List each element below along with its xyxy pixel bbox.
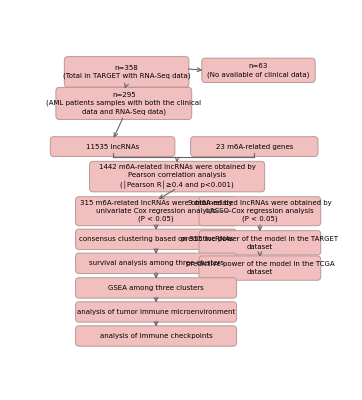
Text: analysis of tumor immune microenvironment: analysis of tumor immune microenvironmen… <box>77 309 235 315</box>
FancyBboxPatch shape <box>76 302 237 322</box>
FancyBboxPatch shape <box>199 197 321 226</box>
FancyBboxPatch shape <box>56 88 192 120</box>
FancyBboxPatch shape <box>50 137 175 156</box>
FancyBboxPatch shape <box>76 278 237 298</box>
Text: predictive power of the model in the TCGA
dataset: predictive power of the model in the TCG… <box>186 261 334 275</box>
Text: n=295
(AML patients samples with both the clinical
data and RNA-Seq data): n=295 (AML patients samples with both th… <box>46 92 201 115</box>
Text: 9 m6A-related lncRNAs were obtained by
LASSO-Cox regression analysis
(P < 0.05): 9 m6A-related lncRNAs were obtained by L… <box>188 200 332 222</box>
Text: n=63
(No available of clinical data): n=63 (No available of clinical data) <box>207 63 310 78</box>
Text: analysis of immune checkpoints: analysis of immune checkpoints <box>100 333 212 339</box>
FancyBboxPatch shape <box>89 161 265 192</box>
Text: n=358
(Total in TARGET with RNA-Seq data): n=358 (Total in TARGET with RNA-Seq data… <box>63 65 190 79</box>
FancyBboxPatch shape <box>199 256 321 280</box>
Text: survival analysis among three clusters: survival analysis among three clusters <box>89 260 224 266</box>
Text: 315 m6A-related lncRNAs were obtained by
univariate Cox regression analysis
(P <: 315 m6A-related lncRNAs were obtained by… <box>80 200 232 222</box>
Text: predictive power of the model in the TARGET
dataset: predictive power of the model in the TAR… <box>181 236 338 250</box>
FancyBboxPatch shape <box>190 137 318 156</box>
FancyBboxPatch shape <box>64 57 189 87</box>
Text: consensus clustering based on 315 lncRNAs: consensus clustering based on 315 lncRNA… <box>79 236 233 242</box>
Text: GSEA among three clusters: GSEA among three clusters <box>108 285 204 291</box>
FancyBboxPatch shape <box>76 253 237 274</box>
Text: 23 m6A-related genes: 23 m6A-related genes <box>216 144 293 150</box>
FancyBboxPatch shape <box>202 58 315 82</box>
Text: 1442 m6A-related lncRNAs were obtained by
Pearson correlation analysis
(│Pearson: 1442 m6A-related lncRNAs were obtained b… <box>99 164 256 189</box>
FancyBboxPatch shape <box>76 197 237 226</box>
FancyBboxPatch shape <box>76 229 237 250</box>
FancyBboxPatch shape <box>199 231 321 255</box>
FancyBboxPatch shape <box>76 326 237 346</box>
Text: 11535 lncRNAs: 11535 lncRNAs <box>86 144 139 150</box>
